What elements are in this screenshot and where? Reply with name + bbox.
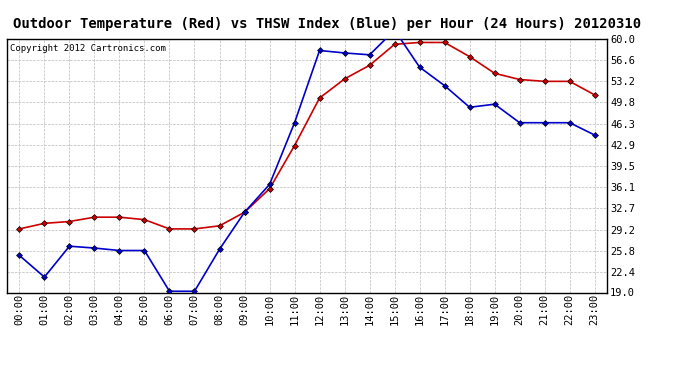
Text: Copyright 2012 Cartronics.com: Copyright 2012 Cartronics.com: [10, 45, 166, 54]
Text: Outdoor Temperature (Red) vs THSW Index (Blue) per Hour (24 Hours) 20120310: Outdoor Temperature (Red) vs THSW Index …: [13, 17, 641, 31]
